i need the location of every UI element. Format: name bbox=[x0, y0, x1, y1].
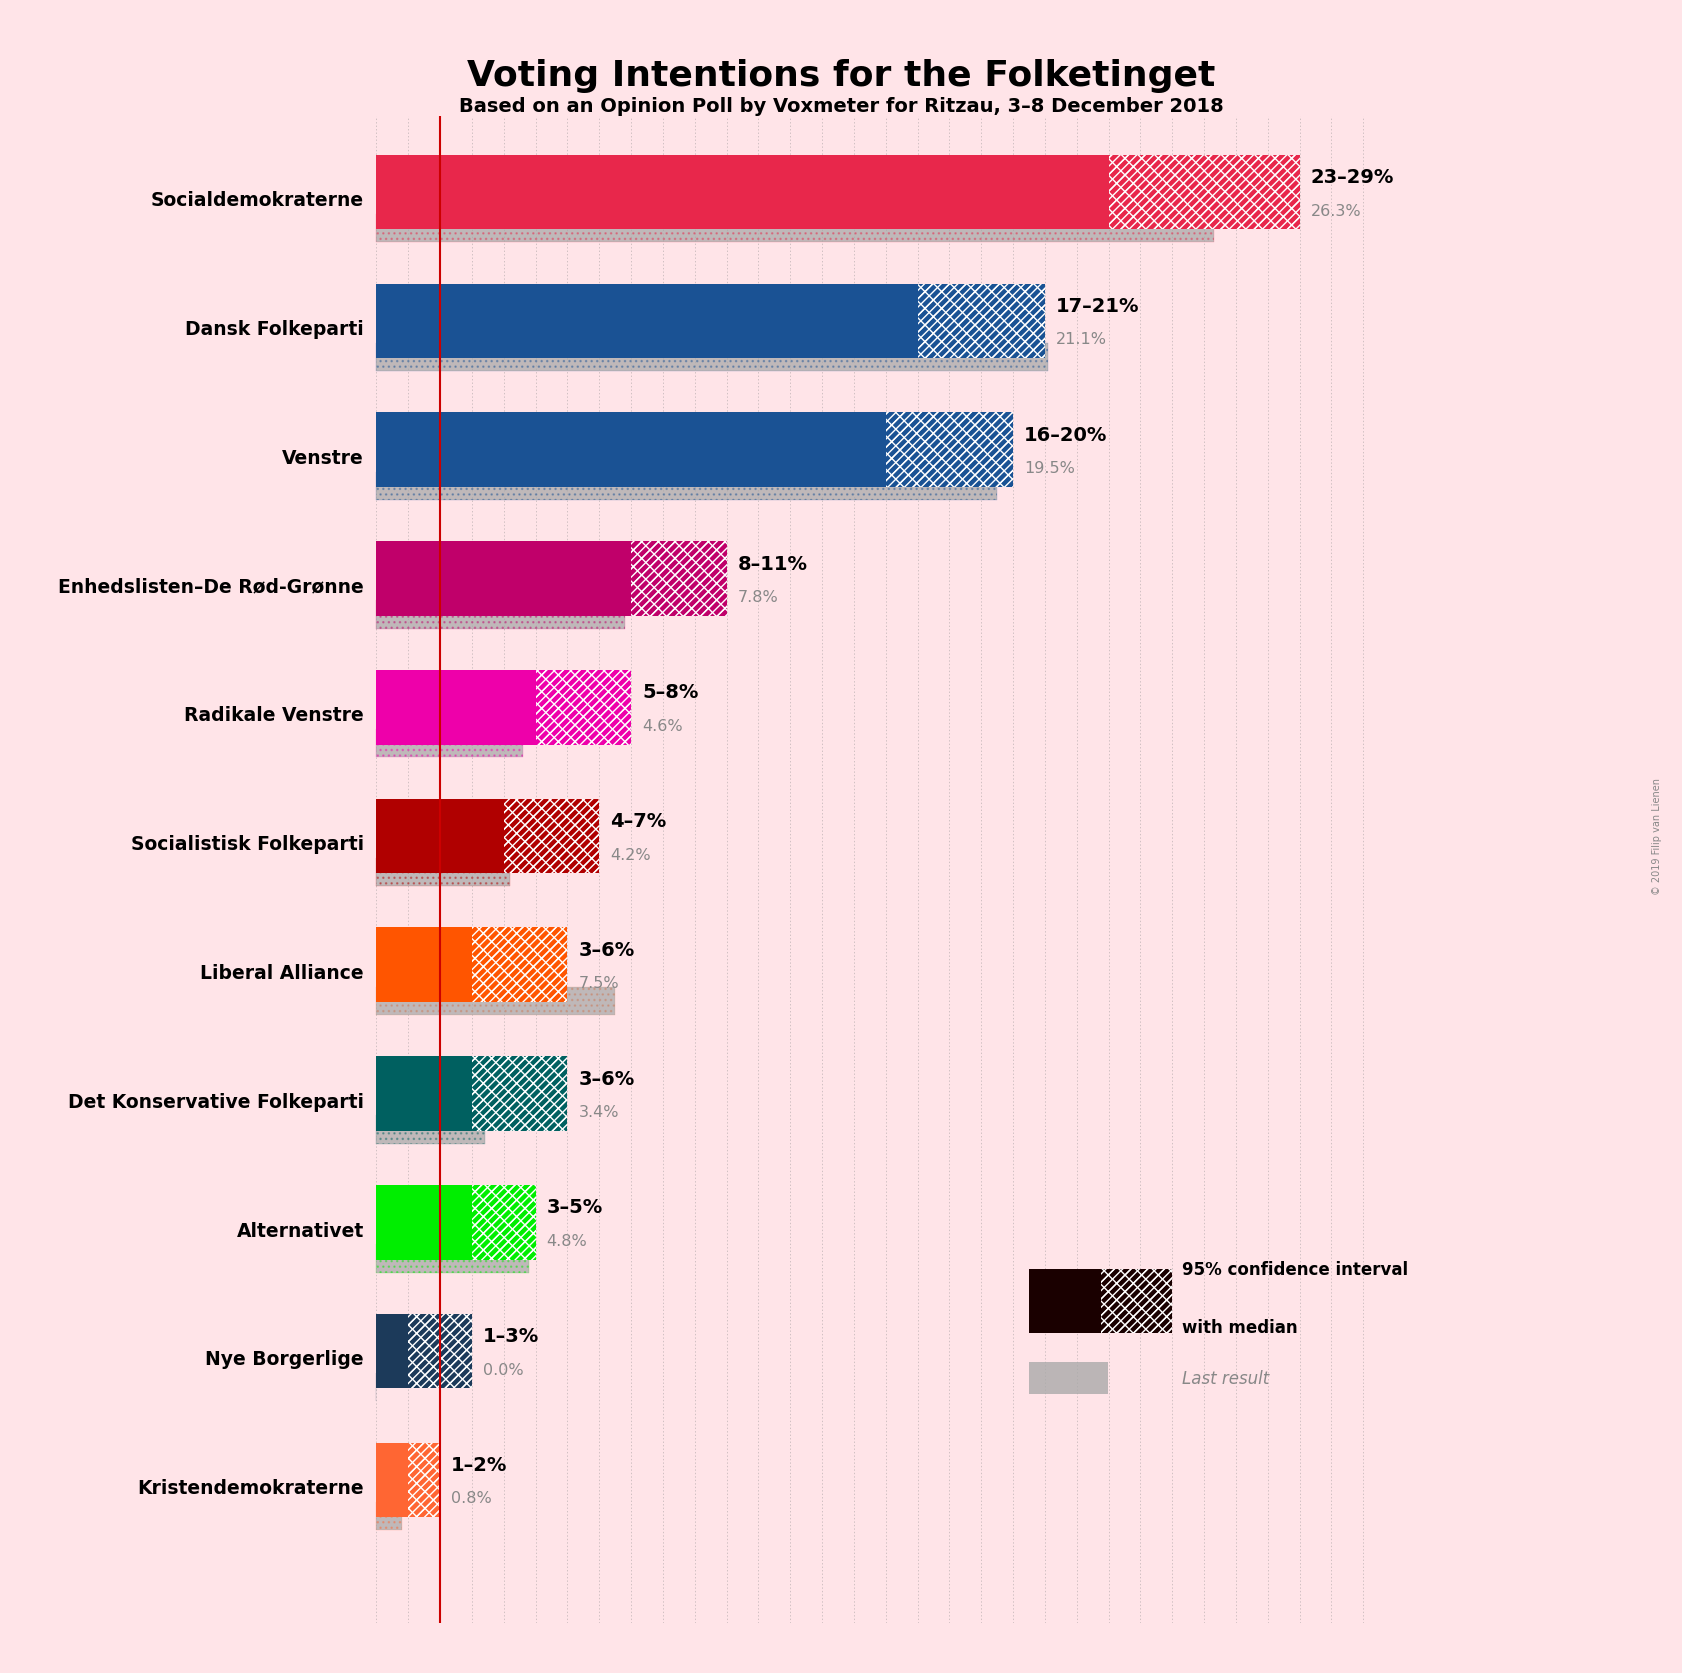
Bar bbox=[473, 929, 567, 1002]
Bar bbox=[1100, 1268, 1172, 1333]
Bar bbox=[409, 1442, 441, 1517]
Text: Radikale Venstre: Radikale Venstre bbox=[183, 706, 363, 724]
Bar bbox=[377, 1442, 409, 1517]
Bar bbox=[1108, 156, 1300, 231]
Text: Last result: Last result bbox=[1182, 1369, 1270, 1387]
Bar bbox=[631, 542, 727, 616]
Text: 4.8%: 4.8% bbox=[547, 1233, 587, 1248]
Bar bbox=[377, 671, 535, 744]
Text: 7.8%: 7.8% bbox=[738, 589, 779, 604]
Bar bbox=[377, 413, 886, 489]
Text: Dansk Folkeparti: Dansk Folkeparti bbox=[185, 320, 363, 340]
Bar bbox=[377, 343, 1048, 371]
Bar bbox=[377, 284, 918, 360]
Text: Socialdemokraterne: Socialdemokraterne bbox=[151, 191, 363, 211]
Bar bbox=[473, 1184, 535, 1260]
Bar bbox=[377, 987, 616, 1016]
Bar bbox=[918, 284, 1045, 360]
Bar bbox=[377, 1502, 402, 1531]
Text: 19.5%: 19.5% bbox=[1024, 462, 1075, 475]
Text: 8–11%: 8–11% bbox=[738, 554, 807, 574]
Bar bbox=[535, 671, 631, 744]
Bar bbox=[1100, 1268, 1172, 1333]
Bar bbox=[409, 1442, 441, 1517]
Text: 1–2%: 1–2% bbox=[451, 1456, 508, 1474]
Bar bbox=[377, 1184, 473, 1260]
Text: 26.3%: 26.3% bbox=[1310, 204, 1361, 219]
Text: 3.4%: 3.4% bbox=[579, 1104, 619, 1119]
Bar bbox=[377, 601, 624, 629]
Bar bbox=[377, 729, 523, 758]
Text: 0.0%: 0.0% bbox=[483, 1362, 523, 1377]
Text: Voting Intentions for the Folketinget: Voting Intentions for the Folketinget bbox=[468, 59, 1214, 92]
Text: 0.8%: 0.8% bbox=[451, 1491, 491, 1506]
Bar bbox=[377, 472, 997, 500]
Bar bbox=[886, 413, 1013, 489]
Bar bbox=[1029, 1362, 1108, 1394]
Bar bbox=[473, 1057, 567, 1131]
Bar bbox=[377, 1116, 484, 1144]
Text: 4.2%: 4.2% bbox=[611, 847, 651, 862]
Bar bbox=[918, 284, 1045, 360]
Bar bbox=[473, 1184, 535, 1260]
Text: 5–8%: 5–8% bbox=[643, 683, 698, 703]
Bar bbox=[377, 156, 1108, 231]
Bar bbox=[1029, 1268, 1100, 1333]
Text: © 2019 Filip van Lienen: © 2019 Filip van Lienen bbox=[1652, 778, 1662, 895]
Bar bbox=[377, 601, 624, 629]
Text: 3–5%: 3–5% bbox=[547, 1198, 602, 1216]
Bar bbox=[631, 542, 727, 616]
Text: Nye Borgerlige: Nye Borgerlige bbox=[205, 1350, 363, 1369]
Bar bbox=[377, 858, 510, 887]
Text: Liberal Alliance: Liberal Alliance bbox=[200, 964, 363, 982]
Bar bbox=[535, 671, 631, 744]
Bar bbox=[377, 1245, 530, 1273]
Bar bbox=[377, 214, 1214, 243]
Bar bbox=[377, 542, 631, 616]
Bar bbox=[503, 800, 599, 873]
Bar bbox=[377, 800, 503, 873]
Bar bbox=[377, 1245, 530, 1273]
Text: 7.5%: 7.5% bbox=[579, 975, 619, 990]
Text: 23–29%: 23–29% bbox=[1310, 167, 1394, 187]
Text: 3–6%: 3–6% bbox=[579, 1069, 634, 1087]
Bar bbox=[377, 858, 510, 887]
Text: Enhedslisten–De Rød-Grønne: Enhedslisten–De Rød-Grønne bbox=[57, 577, 363, 596]
Bar bbox=[377, 729, 523, 758]
Bar bbox=[377, 987, 616, 1016]
Bar bbox=[377, 1313, 409, 1389]
Bar bbox=[473, 1057, 567, 1131]
Bar bbox=[377, 1502, 402, 1531]
Bar bbox=[377, 1116, 484, 1144]
Text: Alternativet: Alternativet bbox=[237, 1221, 363, 1240]
Bar bbox=[377, 343, 1048, 371]
Text: 4.6%: 4.6% bbox=[643, 718, 683, 733]
Bar bbox=[503, 800, 599, 873]
Text: 3–6%: 3–6% bbox=[579, 940, 634, 959]
Text: Kristendemokraterne: Kristendemokraterne bbox=[136, 1479, 363, 1497]
Text: with median: with median bbox=[1182, 1318, 1297, 1335]
Bar bbox=[473, 929, 567, 1002]
Text: 95% confidence interval: 95% confidence interval bbox=[1182, 1260, 1408, 1278]
Text: 4–7%: 4–7% bbox=[611, 811, 666, 830]
Text: 1–3%: 1–3% bbox=[483, 1327, 540, 1345]
Text: Socialistisk Folkeparti: Socialistisk Folkeparti bbox=[131, 835, 363, 853]
Bar bbox=[377, 472, 997, 500]
Bar bbox=[377, 929, 473, 1002]
Bar bbox=[409, 1313, 473, 1389]
Text: 16–20%: 16–20% bbox=[1024, 425, 1108, 445]
Bar bbox=[377, 1057, 473, 1131]
Text: Based on an Opinion Poll by Voxmeter for Ritzau, 3–8 December 2018: Based on an Opinion Poll by Voxmeter for… bbox=[459, 97, 1223, 115]
Text: Venstre: Venstre bbox=[283, 448, 363, 468]
Bar bbox=[409, 1313, 473, 1389]
Bar bbox=[1108, 156, 1300, 231]
Bar bbox=[886, 413, 1013, 489]
Text: 21.1%: 21.1% bbox=[1056, 333, 1107, 348]
Text: 17–21%: 17–21% bbox=[1056, 296, 1140, 316]
Bar bbox=[377, 214, 1214, 243]
Text: Det Konservative Folkeparti: Det Konservative Folkeparti bbox=[67, 1092, 363, 1111]
